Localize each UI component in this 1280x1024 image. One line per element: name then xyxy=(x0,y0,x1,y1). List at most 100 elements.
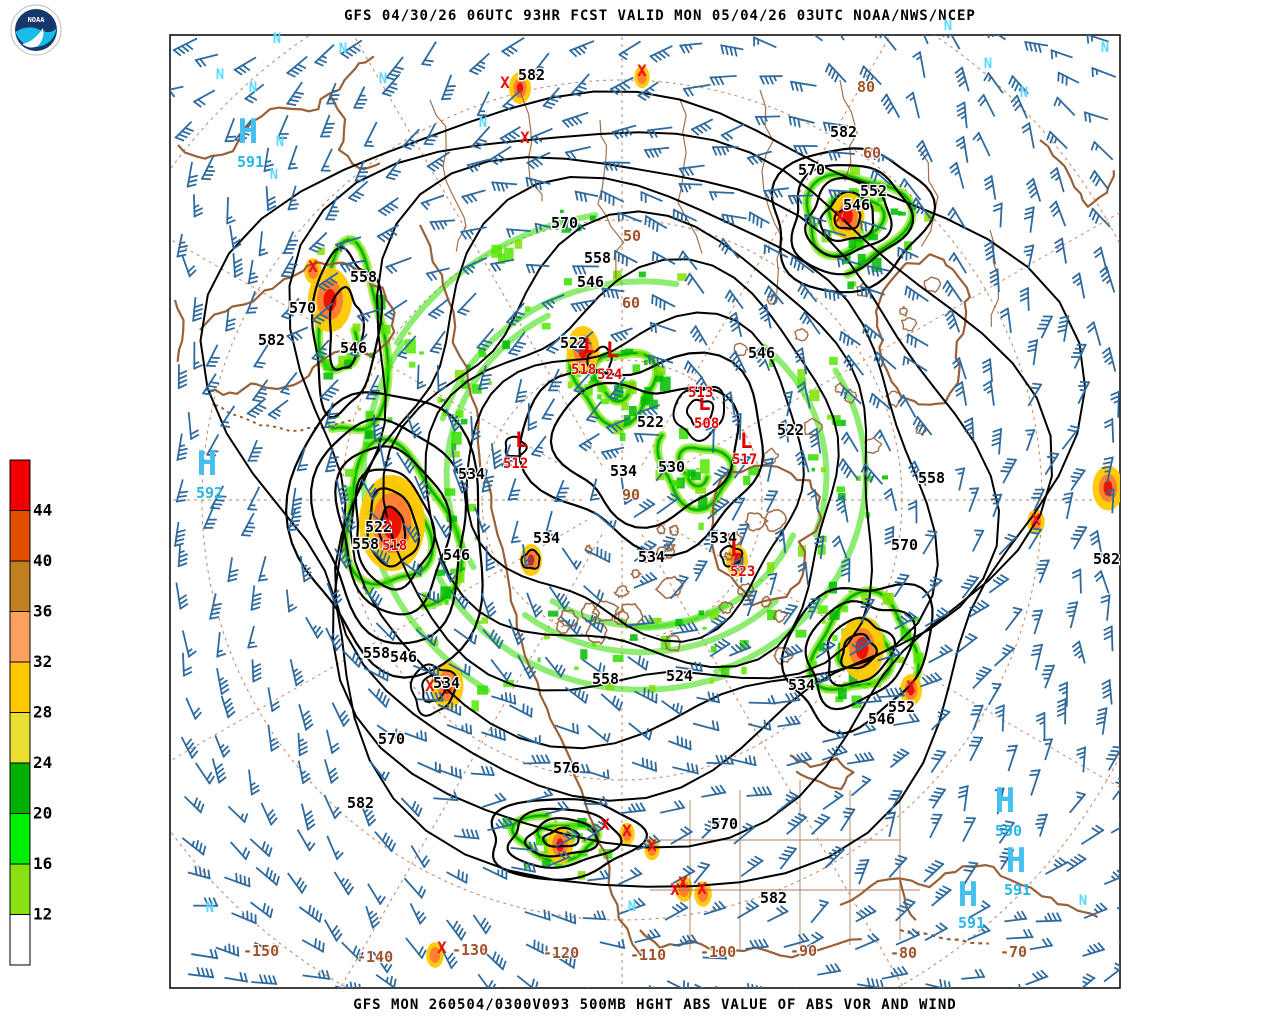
wind-barb xyxy=(689,325,708,346)
wind-barb xyxy=(839,330,861,347)
wind-barb xyxy=(383,299,408,321)
vorticity-blob xyxy=(807,216,816,224)
wind-barb xyxy=(433,791,459,802)
contour-label: 582 xyxy=(760,889,787,907)
x-marker: X xyxy=(697,879,707,898)
wind-barb xyxy=(892,712,920,727)
wind-barb xyxy=(510,841,538,852)
wind-barb xyxy=(527,403,538,431)
wind-barb xyxy=(265,186,277,212)
colorbar-segment xyxy=(9,510,31,562)
wind-barb xyxy=(409,902,427,925)
n-marker: N xyxy=(944,18,952,34)
x-marker: X xyxy=(637,61,647,80)
vorticity-blob xyxy=(883,592,894,605)
wind-barb xyxy=(902,355,928,372)
n-marker: N xyxy=(216,67,224,83)
vorticity-blob xyxy=(612,654,624,662)
wind-barb xyxy=(823,228,847,239)
wind-barb xyxy=(620,477,634,506)
wind-barb xyxy=(482,792,507,808)
wind-barb xyxy=(600,693,624,712)
wind-barb xyxy=(644,214,668,232)
wind-barb xyxy=(341,941,364,962)
n-marker: N xyxy=(379,71,387,87)
wind-barb xyxy=(991,427,1003,455)
high-marker: H xyxy=(238,112,258,152)
wind-barb xyxy=(806,489,820,513)
contour-label: 522 xyxy=(777,421,804,439)
low-value: 512 xyxy=(503,456,528,472)
contour-label: 522 xyxy=(365,518,392,536)
wind-barb xyxy=(251,659,262,683)
vorticity-blob xyxy=(451,443,457,451)
wind-barb xyxy=(482,866,508,880)
vorticity-blob xyxy=(481,617,489,624)
wind-barb xyxy=(334,236,362,252)
vorticity-core xyxy=(678,881,690,897)
wind-barb xyxy=(640,191,663,203)
vorticity-blob xyxy=(823,593,828,599)
wind-barb xyxy=(908,460,927,487)
wind-barb xyxy=(1058,681,1069,707)
vorticity-blob xyxy=(687,469,696,477)
wind-barb xyxy=(466,158,490,173)
wind-barb xyxy=(1080,824,1105,845)
n-marker: N xyxy=(276,134,284,150)
wind-barb xyxy=(1095,707,1108,735)
vorticity-blob xyxy=(648,399,658,410)
contour-label: 534 xyxy=(533,529,560,547)
wind-barb xyxy=(1105,745,1120,771)
vorticity-blob xyxy=(471,700,479,712)
wind-barb xyxy=(191,948,219,960)
vorticity-blob xyxy=(573,854,579,857)
contour-label: 558 xyxy=(363,644,390,662)
height-contours xyxy=(199,90,1087,888)
high-value: 590 xyxy=(995,822,1022,840)
contour-label: 546 xyxy=(843,196,870,214)
wind-barb xyxy=(574,190,599,203)
wind-barb xyxy=(954,632,978,655)
wind-barb xyxy=(405,937,427,960)
wind-barb xyxy=(931,885,952,907)
wind-barb xyxy=(302,969,331,981)
wind-barb xyxy=(555,828,580,848)
wind-barb xyxy=(1053,96,1076,116)
wind-barb xyxy=(944,308,961,333)
vorticity-blob xyxy=(855,475,862,482)
vorticity-blob xyxy=(514,239,523,249)
wind-barb xyxy=(782,391,793,417)
vorticity-blob xyxy=(623,414,631,426)
wind-barb xyxy=(747,719,772,731)
wind-barb xyxy=(1006,744,1018,772)
logo-bird-icon xyxy=(22,28,44,48)
wind-barb xyxy=(737,523,750,546)
wind-barb xyxy=(461,257,488,276)
high-marker: H xyxy=(958,875,978,915)
wind-barb xyxy=(1091,66,1117,78)
wind-barb xyxy=(287,145,298,170)
coastline xyxy=(173,299,185,362)
wind-barb xyxy=(373,414,384,442)
vorticity-blob xyxy=(700,459,710,474)
wind-barb xyxy=(287,185,299,211)
n-marker: N xyxy=(273,31,281,47)
coastline-islands xyxy=(214,404,352,432)
wind-barb xyxy=(733,822,756,845)
wind-barb xyxy=(608,376,626,401)
lake xyxy=(557,609,580,628)
wind-barb xyxy=(1057,315,1070,342)
wind-barb xyxy=(323,759,339,784)
wind-barb xyxy=(633,498,656,518)
contour-label: 558 xyxy=(592,670,619,688)
wind-barb xyxy=(672,762,699,775)
wind-barb xyxy=(619,897,646,915)
wind-barb xyxy=(668,735,692,751)
contour-label: 546 xyxy=(868,710,895,728)
wind-barb xyxy=(736,900,760,919)
wind-barb xyxy=(627,614,655,627)
wind-barb xyxy=(297,732,309,757)
wind-barb xyxy=(840,557,851,583)
n-marker: N xyxy=(1020,85,1028,101)
vorticity-blob xyxy=(559,209,564,214)
